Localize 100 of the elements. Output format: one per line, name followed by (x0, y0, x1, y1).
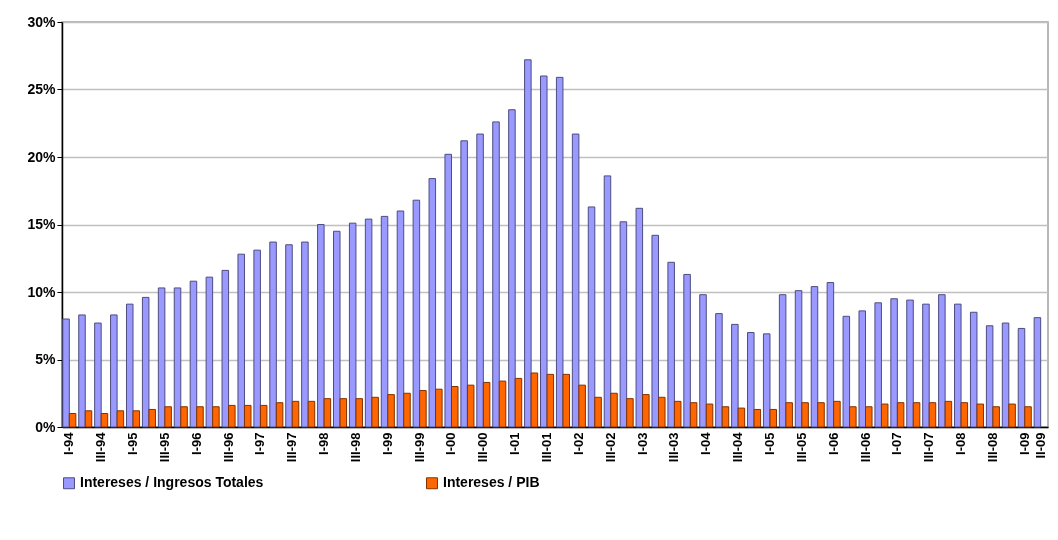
bar (642, 394, 650, 428)
bar (992, 406, 1000, 428)
x-tick-label: I-01 (507, 432, 523, 455)
x-tick-label: III-00 (475, 432, 491, 463)
x-tick-label: I-98 (316, 432, 332, 455)
bar (944, 400, 953, 428)
bar (626, 398, 634, 428)
bar (339, 398, 348, 428)
bar (492, 121, 500, 428)
y-tick-label: 30% (27, 13, 57, 30)
bar (498, 380, 507, 428)
bar (1033, 317, 1042, 428)
bar (482, 381, 491, 428)
x-tick-label: III-04 (730, 431, 746, 463)
bar (985, 325, 994, 428)
bar (275, 402, 284, 428)
bar (396, 210, 405, 428)
x-tick-label: III-08 (984, 432, 1000, 463)
bar (721, 406, 730, 428)
bar (826, 282, 835, 428)
x-tick-label: I-04 (698, 431, 714, 455)
bar (737, 407, 746, 428)
bar (94, 322, 102, 428)
bar (164, 406, 172, 428)
x-tick-label: I-94 (61, 431, 77, 455)
bar (896, 402, 905, 428)
bar (259, 404, 268, 428)
bar (753, 408, 762, 428)
bar (540, 75, 548, 428)
bar (221, 269, 230, 428)
bar (228, 404, 236, 428)
bar (466, 384, 475, 428)
bar (785, 402, 793, 428)
bar (817, 402, 825, 428)
x-tick-label: III-97 (284, 432, 300, 463)
bar (78, 314, 86, 428)
bar (428, 178, 437, 428)
x-tick-label: I-95 (125, 432, 141, 455)
bar (125, 303, 134, 428)
bar (333, 230, 341, 428)
bar (912, 402, 921, 428)
bar (355, 398, 363, 428)
bar (865, 406, 873, 428)
bar (476, 133, 484, 428)
bar (212, 406, 220, 428)
bar (906, 299, 914, 428)
x-tick-label: III-02 (602, 432, 618, 463)
x-tick-label: III-07 (921, 432, 937, 463)
bar (555, 76, 564, 428)
bar (635, 207, 644, 428)
x-tick-label: III-99 (411, 432, 427, 463)
bar (683, 273, 691, 428)
bar (833, 400, 841, 428)
y-tick-label: 0% (35, 418, 57, 435)
bar (371, 396, 379, 428)
bar (673, 400, 682, 428)
bar (173, 287, 182, 428)
x-tick-label: III-05 (793, 432, 809, 463)
bar (291, 400, 300, 428)
x-tick-label: I-00 (443, 432, 459, 455)
bar (1017, 327, 1026, 428)
bar (100, 413, 109, 428)
bar (317, 224, 325, 428)
legend-label: Intereses / PIB (443, 474, 540, 491)
bar (237, 253, 245, 428)
bar (84, 410, 93, 428)
x-tick-label: III-94 (93, 431, 109, 463)
bar (715, 313, 723, 428)
bar (323, 398, 332, 428)
bar (387, 394, 395, 428)
bar (890, 298, 898, 428)
bar (269, 241, 277, 428)
bar (1008, 403, 1016, 428)
bar (571, 133, 580, 428)
bar (205, 276, 214, 428)
bar (412, 199, 421, 428)
bar (110, 314, 118, 428)
bar (1001, 322, 1010, 428)
x-tick-label: I-97 (252, 432, 268, 455)
x-tick-label: III-06 (857, 432, 873, 463)
x-tick-label: I-03 (634, 432, 650, 455)
bar (285, 244, 293, 428)
bar (778, 294, 787, 428)
bar (874, 302, 882, 428)
bar (157, 287, 166, 428)
bar (603, 175, 612, 428)
bar (928, 402, 937, 428)
bar (148, 408, 156, 428)
bar (444, 153, 452, 428)
bar (667, 261, 675, 428)
bar (546, 373, 555, 428)
bar (243, 404, 252, 428)
bar (705, 403, 714, 428)
bar (189, 280, 198, 428)
bar (731, 323, 739, 428)
bar (116, 410, 125, 428)
bar (954, 303, 962, 428)
bar (301, 241, 309, 428)
bar (587, 206, 596, 428)
bar (849, 406, 857, 428)
